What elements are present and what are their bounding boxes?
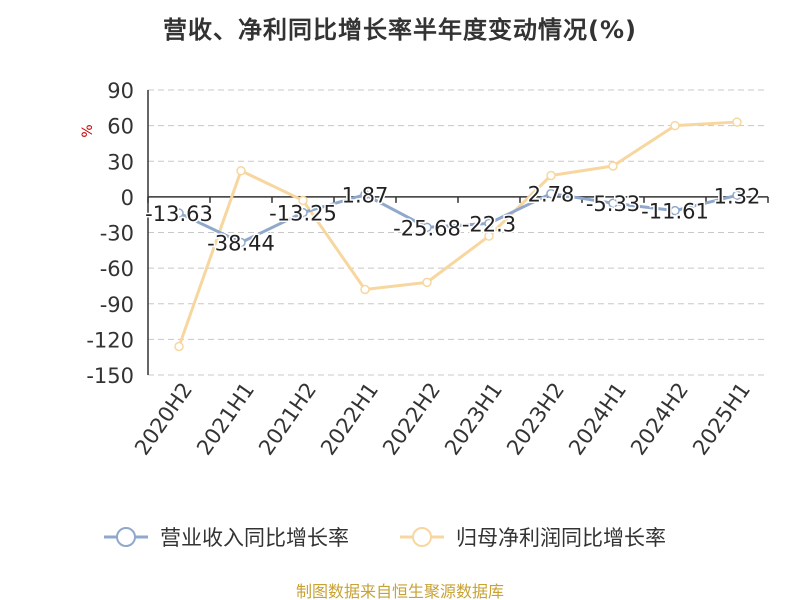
x-tick-label: 2021H2 [254, 378, 321, 459]
profit-point [236, 166, 246, 176]
series-layer [174, 117, 742, 352]
label-layer: -13.63 -38.44 -13.251.87-25.68 -22.3 2.78 -5.… [144, 181, 762, 257]
legend-marker [116, 527, 136, 547]
legend-item-revenue: 营业收入同比增长率 [104, 526, 349, 550]
revenue-point [422, 222, 432, 233]
data-label: -13.63 [145, 202, 213, 226]
revenue-point [360, 189, 370, 200]
data-label: -22.3 [462, 212, 516, 236]
x-tick-label: 2024H2 [626, 378, 693, 459]
x-tick-label: 2023H2 [502, 378, 569, 459]
y-tick-label: -30 [100, 222, 134, 246]
profit-point [546, 170, 556, 181]
y-tick-label: 90 [107, 79, 134, 103]
data-label: 1.87 [342, 184, 389, 208]
revenue-point [236, 237, 246, 248]
y-tick-label: -120 [86, 328, 134, 352]
x-tick-label: 2024H1 [564, 378, 631, 459]
revenue-line [178, 192, 738, 245]
y-tick-label: -90 [100, 293, 134, 317]
profit-point [422, 277, 432, 288]
source-note: 制图数据来自恒生聚源数据库 [295, 582, 504, 600]
legend-label: 归母净利润同比增长率 [456, 526, 666, 550]
grid-layer [148, 89, 768, 376]
revenue-point [174, 208, 184, 218]
y-tick-label: -150 [86, 364, 134, 388]
profit-point [298, 195, 308, 206]
x-tick-label: 2021H1 [192, 378, 259, 459]
y-tick-label: 30 [107, 150, 134, 174]
y-tick-label: 60 [107, 115, 134, 139]
data-label: -25.68 [393, 216, 461, 240]
profit-point [608, 161, 618, 171]
y-tick-label: -60 [100, 257, 134, 281]
profit-point [174, 341, 184, 352]
y-tick-label: 0 [121, 186, 134, 210]
x-tick-label: 2020H2 [130, 378, 197, 459]
revenue-point [608, 198, 618, 208]
x-tick-label: 2022H2 [378, 378, 445, 459]
revenue-point [546, 188, 556, 199]
legend-item-profit: 归母净利润同比增长率 [400, 526, 666, 550]
x-tick-label: 2022H1 [316, 378, 383, 459]
x-tick-label: 2023H1 [440, 378, 507, 459]
data-label: -11.61 [641, 200, 709, 224]
profit-line [177, 120, 738, 347]
legend-label: 营业收入同比增长率 [160, 526, 349, 550]
revenue-point [732, 190, 742, 201]
profit-point [732, 117, 742, 127]
profit-point [360, 284, 370, 295]
axis-layer: 9060300-30-60-90-120-150%2020H22021H1202… [80, 79, 769, 460]
y-axis-label: % [80, 124, 96, 137]
legend-marker [412, 527, 432, 547]
profit-point [484, 231, 494, 241]
legend: 营业收入同比增长率 归母净利润同比增长率 [104, 526, 666, 550]
data-label: -13.25 [269, 202, 337, 226]
data-label: 2.78 [528, 183, 575, 207]
x-tick-label: 2025H1 [688, 378, 755, 459]
profit-point [670, 120, 680, 131]
data-label: -5.33 [586, 192, 640, 216]
chart-title: 营收、净利同比增长率半年度变动情况(%) [163, 16, 637, 44]
revenue-point [484, 218, 494, 229]
data-label: 1.32 [714, 184, 761, 208]
data-label: -38.44 [207, 232, 275, 256]
revenue-point [670, 205, 680, 216]
revenue-point [298, 207, 308, 218]
